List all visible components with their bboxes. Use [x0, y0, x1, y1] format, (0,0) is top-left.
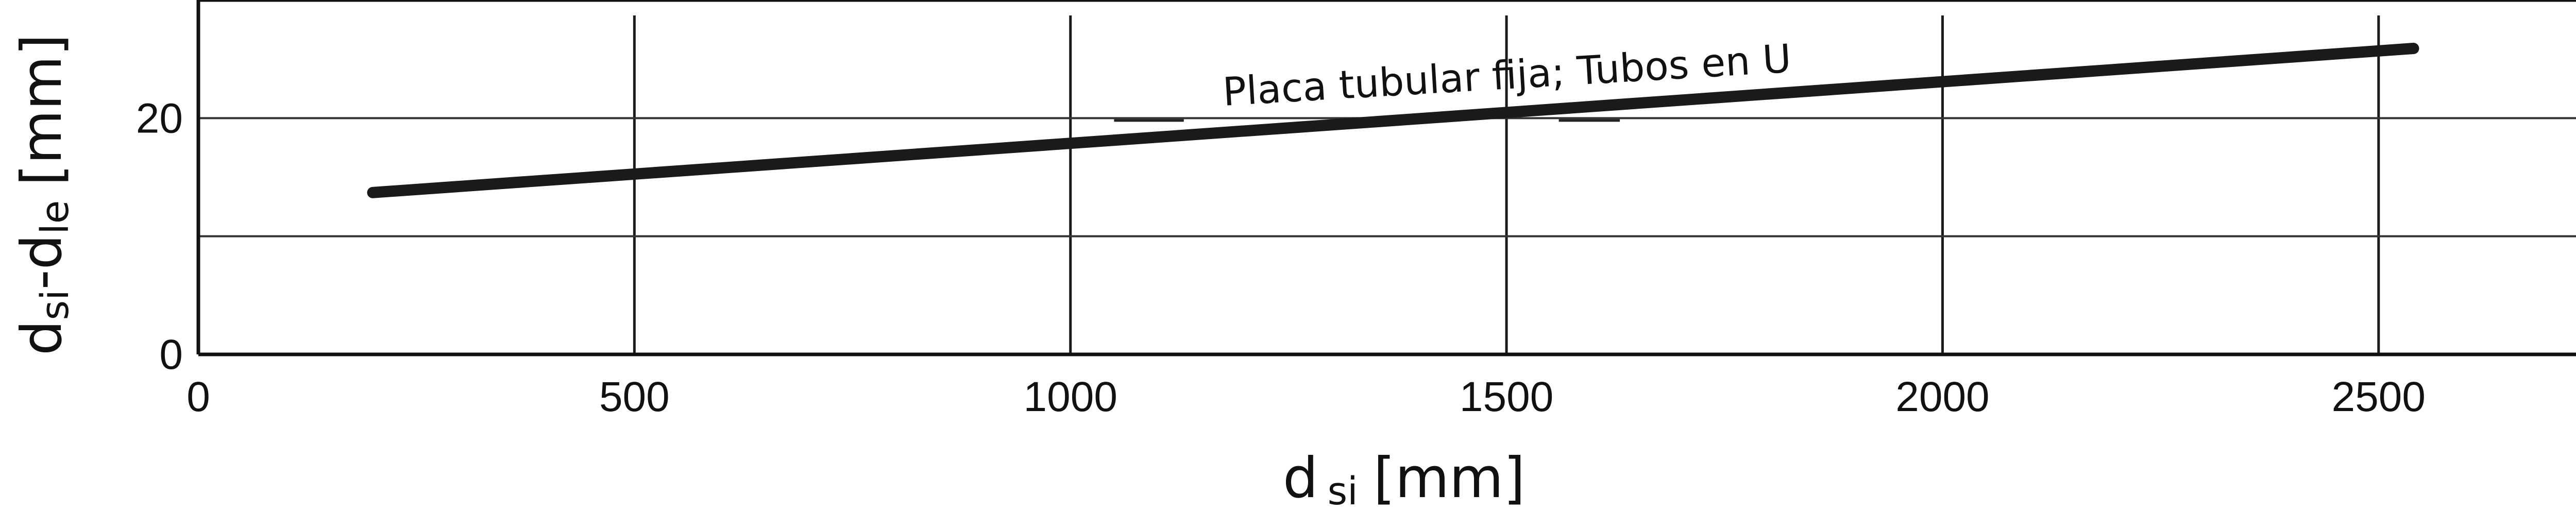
- y-axis-title-unit: [mm]: [10, 34, 74, 186]
- y-tick-label-20: 20: [136, 95, 183, 142]
- x-tick-labels: 0 500 1000 1500 2000 2500: [187, 373, 2426, 420]
- y-axis-title-sub2: le: [33, 200, 77, 234]
- y-tick-labels: 0 20: [136, 95, 183, 378]
- x-axis-title-unit: [mm]: [1374, 446, 1526, 510]
- x-tick-label-2000: 2000: [1895, 373, 1989, 420]
- x-axis-title-main: d: [1283, 446, 1318, 510]
- y-axis-title-dash: -d: [10, 234, 74, 290]
- y-tick-label-0: 0: [159, 331, 183, 378]
- x-tick-label-1500: 1500: [1460, 373, 1553, 420]
- x-tick-label-2500: 2500: [2332, 373, 2426, 420]
- x-axis-title: d si [mm]: [1283, 446, 1525, 511]
- y-axis-title-part1: d: [10, 320, 74, 355]
- x-tick-label-1000: 1000: [1024, 373, 1117, 420]
- x-tick-label-0: 0: [187, 373, 210, 420]
- x-tick-label-500: 500: [599, 373, 670, 420]
- x-axis-title-sub: si: [1328, 469, 1358, 511]
- y-axis-title: dsi-dle [mm]: [10, 34, 77, 355]
- y-axis-title-sub1: si: [33, 289, 77, 320]
